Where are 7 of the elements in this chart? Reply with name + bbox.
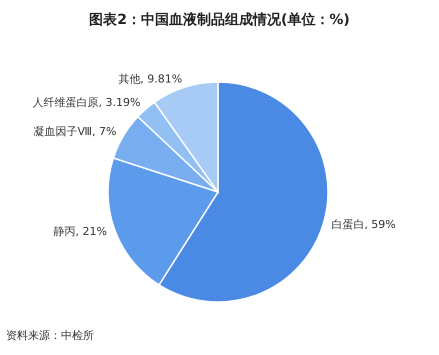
slice-label: 白蛋白, 59%: [331, 218, 396, 231]
text: 资料来源：中检所: [6, 329, 94, 342]
slice-label: 人纤维蛋白原, 3.19%: [32, 96, 140, 110]
chart-title: 图表2：中国血液制品组成情况(单位：%): [89, 11, 350, 28]
slice-label: 静丙, 21%: [54, 224, 107, 238]
slice-label: 其他, 9.81%: [118, 72, 182, 86]
slice-label: 凝血因子Ⅷ, 7%: [33, 124, 116, 138]
